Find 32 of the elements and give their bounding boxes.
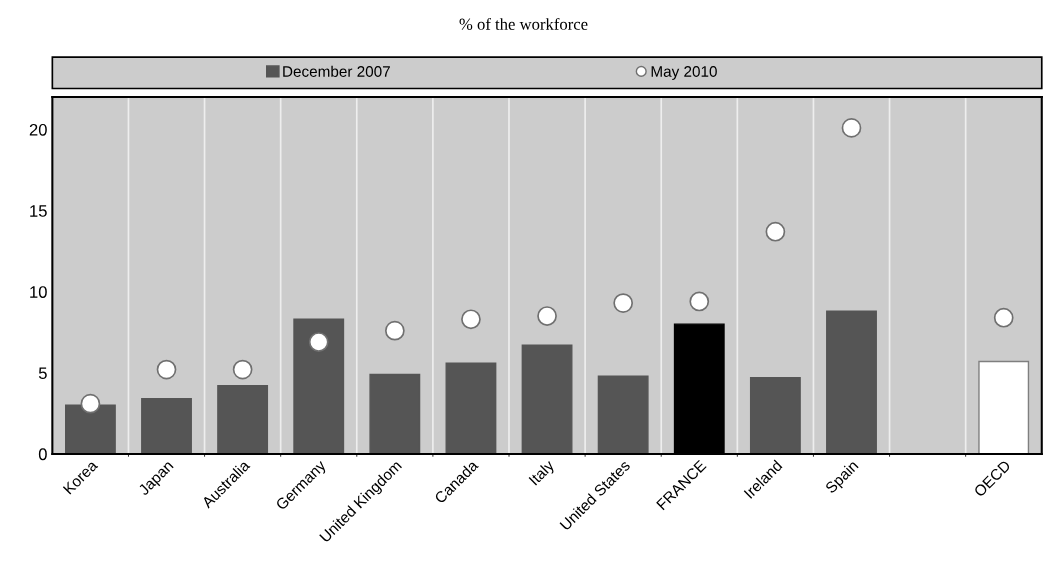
point bbox=[308, 332, 329, 352]
bar bbox=[141, 398, 192, 454]
y-tick-label: 5 bbox=[38, 367, 47, 380]
point bbox=[689, 291, 710, 312]
legend-label: May 2010 bbox=[651, 66, 717, 80]
point bbox=[80, 393, 101, 414]
bar bbox=[293, 318, 345, 454]
point bbox=[993, 307, 1014, 328]
point bbox=[613, 293, 634, 313]
bar bbox=[978, 360, 1030, 454]
point bbox=[232, 359, 253, 380]
chart-title: % of the workforce bbox=[459, 17, 588, 30]
bar bbox=[217, 385, 269, 454]
x-tick-label: Italy bbox=[528, 458, 558, 488]
point bbox=[765, 221, 786, 242]
point bbox=[156, 359, 177, 380]
bar bbox=[64, 404, 116, 454]
legend-label: December 2007 bbox=[283, 65, 390, 77]
bar bbox=[826, 310, 877, 454]
y-tick-label: 20 bbox=[29, 123, 47, 136]
y-tick-label: 15 bbox=[30, 205, 47, 217]
bar bbox=[749, 377, 801, 454]
y-tick-label: 0 bbox=[38, 448, 47, 461]
bar bbox=[369, 373, 421, 454]
bar bbox=[597, 375, 649, 454]
y-tick-label: 10 bbox=[30, 286, 47, 298]
point bbox=[841, 118, 862, 138]
bar bbox=[445, 362, 497, 454]
point bbox=[537, 306, 557, 326]
point bbox=[461, 309, 481, 330]
bar bbox=[521, 344, 573, 454]
point bbox=[384, 320, 405, 341]
